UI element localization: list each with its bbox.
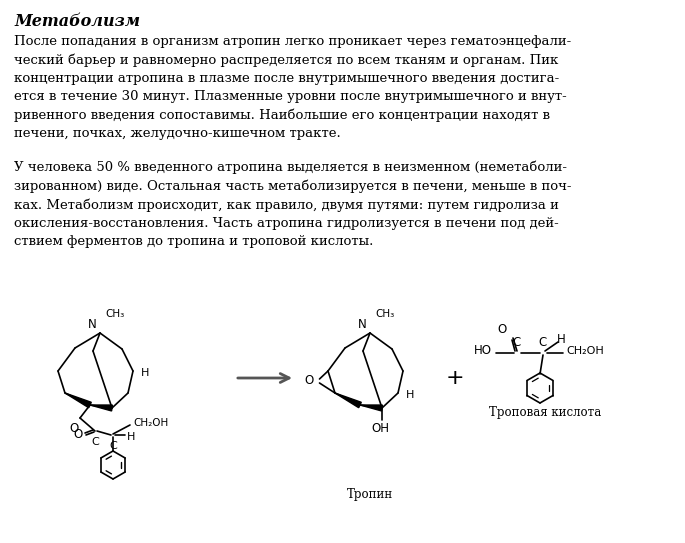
Text: O: O xyxy=(73,428,83,441)
Text: OH: OH xyxy=(371,422,389,435)
Text: H: H xyxy=(406,390,414,400)
Polygon shape xyxy=(90,405,112,411)
Text: У человека 50 % введенного атропина выделяется в неизменном (неметаболи-
зирован: У человека 50 % введенного атропина выде… xyxy=(14,161,571,248)
Text: Троповая кислота: Троповая кислота xyxy=(489,406,601,419)
Text: CH₂OH: CH₂OH xyxy=(566,346,603,356)
Text: После попадания в организм атропин легко проникает через гематоэнцефали-
ческий : После попадания в организм атропин легко… xyxy=(14,35,571,140)
Text: CH₂OH: CH₂OH xyxy=(133,418,169,428)
Text: +: + xyxy=(446,368,464,388)
Text: CH₃: CH₃ xyxy=(105,309,124,319)
Polygon shape xyxy=(65,393,91,408)
Text: O: O xyxy=(69,422,79,435)
Text: O: O xyxy=(498,323,507,336)
Polygon shape xyxy=(335,393,361,408)
Text: C: C xyxy=(91,437,99,447)
Text: Метаболизм: Метаболизм xyxy=(14,13,140,30)
Text: H: H xyxy=(557,333,565,346)
Text: Тропин: Тропин xyxy=(347,488,393,501)
Text: C: C xyxy=(539,336,547,349)
Polygon shape xyxy=(360,405,382,411)
Text: N: N xyxy=(358,318,367,331)
Text: H: H xyxy=(127,432,136,442)
Text: CH₃: CH₃ xyxy=(375,309,395,319)
Text: HO: HO xyxy=(474,344,492,357)
Text: H: H xyxy=(141,368,149,378)
Text: C: C xyxy=(513,336,521,349)
Text: O: O xyxy=(304,375,314,388)
Text: C: C xyxy=(109,441,117,451)
Text: N: N xyxy=(88,318,97,331)
